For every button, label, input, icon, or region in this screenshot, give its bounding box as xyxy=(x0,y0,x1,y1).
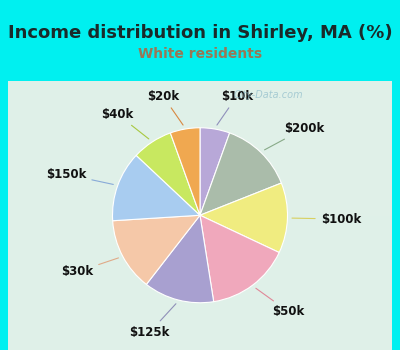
Text: $10k: $10k xyxy=(217,90,253,125)
Bar xyxy=(373,0,400,94)
Bar xyxy=(334,0,400,121)
Text: City-Data.com: City-Data.com xyxy=(233,90,303,99)
Text: $20k: $20k xyxy=(147,90,183,125)
Text: $100k: $100k xyxy=(292,212,361,225)
Text: Income distribution in Shirley, MA (%): Income distribution in Shirley, MA (%) xyxy=(8,24,392,42)
Text: White residents: White residents xyxy=(138,47,262,61)
Bar xyxy=(200,80,392,215)
Wedge shape xyxy=(170,128,200,215)
Bar xyxy=(267,33,400,168)
Bar xyxy=(315,0,400,134)
Bar xyxy=(296,13,400,148)
Text: $50k: $50k xyxy=(256,288,305,318)
Text: $125k: $125k xyxy=(130,304,176,339)
Text: $40k: $40k xyxy=(102,108,149,139)
Bar xyxy=(248,47,400,182)
Bar xyxy=(354,0,400,107)
Bar xyxy=(219,67,400,202)
Bar xyxy=(277,27,400,161)
Bar xyxy=(286,20,400,155)
Wedge shape xyxy=(146,215,214,303)
Bar xyxy=(306,6,400,141)
Bar xyxy=(229,60,400,195)
Wedge shape xyxy=(113,215,200,285)
Text: $200k: $200k xyxy=(264,122,324,150)
Wedge shape xyxy=(200,183,288,252)
Bar xyxy=(238,54,400,188)
Bar xyxy=(258,40,400,175)
Bar xyxy=(210,74,400,209)
Wedge shape xyxy=(200,128,230,215)
Wedge shape xyxy=(200,133,281,215)
Text: $30k: $30k xyxy=(61,258,118,278)
Wedge shape xyxy=(112,155,200,221)
Bar xyxy=(344,0,400,114)
Bar xyxy=(363,0,400,101)
Wedge shape xyxy=(136,133,200,215)
Text: $150k: $150k xyxy=(46,168,113,184)
Bar xyxy=(382,0,400,87)
Wedge shape xyxy=(200,215,279,302)
Bar xyxy=(325,0,400,128)
